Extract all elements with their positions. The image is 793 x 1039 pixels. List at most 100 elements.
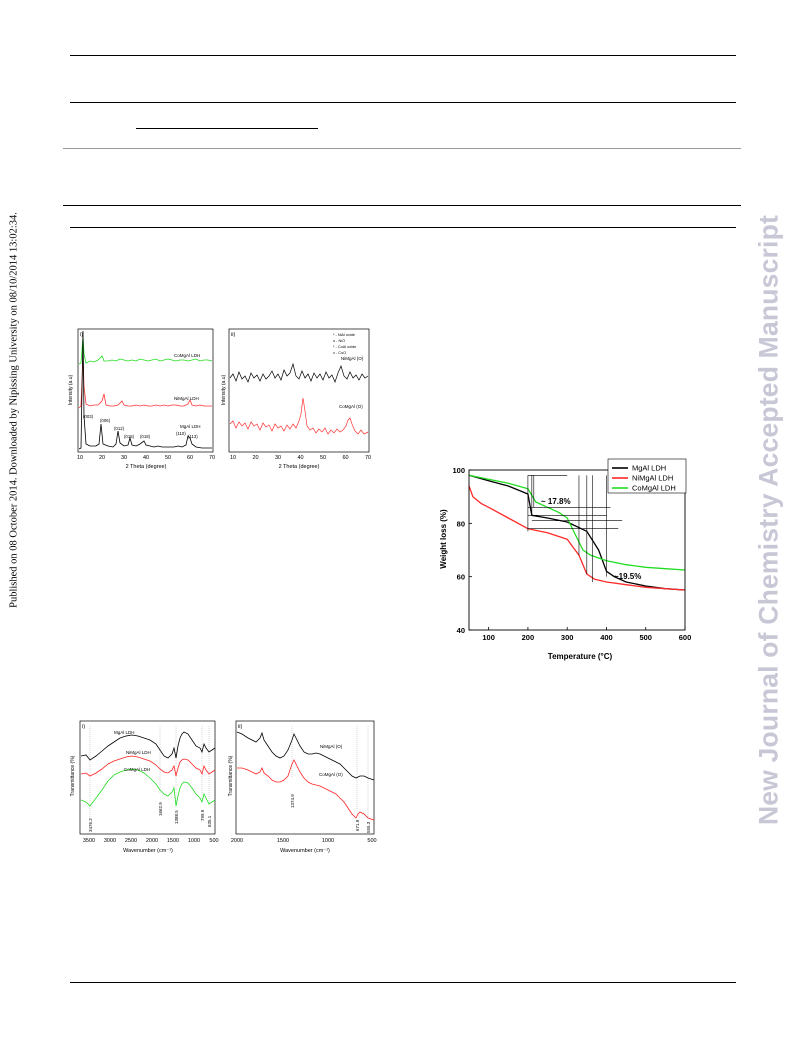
xrd-i-trace-comgal [78,335,213,365]
xrd-i-xticks: 10 20 30 40 50 60 70 [77,455,215,461]
xrd-i-xtick: 40 [143,455,149,461]
ftir-ii-band-guides [291,726,369,818]
xrd-i-xtick: 30 [121,455,127,461]
ftir-figure-panel-ii: ii) Transmittance (%) NiMgAl (O) CoMgAl … [228,720,377,854]
tga-ytick-label: 40 [457,626,465,635]
xrd-i-label-mgal: MgAl LDH [180,424,201,429]
xrd-i-label-comgal: CoMgAl LDH [174,353,200,358]
ftir-i-band-label: 799.9 [200,809,205,821]
tga-xtick-label: 100 [482,633,495,642]
tga-legend-label: NiMgAl LDH [632,474,673,483]
ftir-i-trace-nimgal [80,755,216,777]
ftir-i-label-nimgal: NiMgAl LDH [126,750,151,755]
tga-series-line-1 [468,485,686,591]
xrd-ii-label-nimgal: NiMgAl (O) [341,356,364,361]
xrd-ii-xtick: 50 [320,455,326,461]
xrd-i-xtick: 60 [187,455,193,461]
xrd-ii-xtick: 70 [365,455,371,461]
tga-xlabel: Temperature (°C) [548,652,613,661]
tga-xtick-label: 400 [600,633,613,642]
tga-xtick-label: 500 [639,633,652,642]
xrd-figure-panel-ii: ii) Intensity (a.u) * - NiAl oxide o - N… [221,328,371,470]
ftir-i-label-comgal: CoMgAl LDH [124,767,150,772]
tga-ytick-label: 80 [457,519,465,528]
xrd-i-xlabel: 2 Theta (degree) [126,464,167,470]
ftir-ii-band-label: 555.3 [366,821,371,833]
xrd-i-trace-mgal [78,330,212,450]
tga-ytick-label: 60 [457,573,465,582]
xrd-i-peak-label: (113) [188,434,198,439]
xrd-i-peak-label: (006) [100,418,111,423]
xrd-ii-xtick: 40 [297,455,303,461]
ftir-ii-label-nimgal: NiMgAl (O) [320,744,343,749]
tga-annotation-2: ~19.5% [614,572,641,581]
tga-legend-label: CoMgAl LDH [632,484,676,493]
xrd-ii-legend-item: * - NiAl oxide [333,333,355,337]
xrd-i-peak-label: (018) [140,434,151,439]
xrd-i-peak-label: (015) [124,434,135,439]
ftir-ii-band-label: 1374.9 [290,794,295,808]
xrd-i-trace-nimgal [78,355,212,409]
ftir-ii-trace-comgal [237,759,375,821]
ftir-i-xtick: 500 [209,838,218,844]
xrd-ii-xtick: 20 [252,455,258,461]
ftir-ii-xtick: 1500 [277,838,289,844]
xrd-ii-trace-nimgal [229,362,369,383]
tga-xtick-label: 300 [561,633,574,642]
ftir-i-xtick: 1000 [188,838,200,844]
ftir-i-xtick: 3000 [104,838,116,844]
ftir-i-band-label: 635.1 [207,815,212,827]
publication-note-text: Published on 08 October 2014. Downloaded… [8,212,20,608]
xrd-i-xtick: 50 [165,455,171,461]
ftir-i-trace-comgal [80,768,216,807]
ftir-i-panel-label: i) [82,724,85,730]
rule-bottom [70,982,736,983]
ftir-ii-band-label: 671.9 [355,819,360,831]
ftir-ii-trace-nimgal [236,731,375,781]
ftir-i-xtick: 2000 [146,838,158,844]
xrd-ii-legend-item: * - CoAl oxide [333,345,356,349]
ftir-ii-xticks: 2000 1500 1000 500 [231,838,377,844]
ftir-ii-ylabel: Transmittance (%) [228,755,234,796]
xrd-i-peak-label: (012) [114,426,125,431]
xrd-ii-trace-comgal [229,397,369,435]
tga-legend-label: MgAl LDH [632,464,666,473]
journal-watermark: New Journal of Chemistry Accepted Manusc… [752,170,786,870]
xrd-ii-xtick: 30 [275,455,281,461]
journal-watermark-text: New Journal of Chemistry Accepted Manusc… [753,214,784,826]
rule-4 [63,205,741,206]
ftir-ii-xtick: 2000 [231,838,243,844]
ftir-i-xtick: 2500 [125,838,137,844]
xrd-i-label-nimgal: NiMgAl LDH [174,396,199,401]
ftir-ii-xlabel: Wavenumber (cm⁻¹) [280,848,330,854]
ftir-i-band-label: 1662.9 [158,802,163,816]
xrd-ii-panel-label: ii) [231,332,235,338]
xrd-i-panel-label: i) [80,332,83,338]
ftir-i-xtick: 1500 [167,838,179,844]
xrd-ii-xticks: 10 20 30 40 50 60 70 [230,455,371,461]
rule-short [136,128,318,129]
xrd-ii-legend: * - NiAl oxide o - NiO * - CoAl oxide x … [333,333,356,355]
xrd-i-xtick: 10 [77,455,83,461]
ftir-figure-panel-i: i) Transmittance (%) MgAl LDH NiMgAl LDH… [70,720,219,854]
tga-xtick-label: 600 [679,633,692,642]
xrd-i-peak-label: (110) [176,431,186,436]
ftir-ii-label-comgal: CoMgAl (O) [319,772,343,777]
ftir-i-band-label: 3476.2 [88,818,93,832]
rule-top [70,55,736,56]
ftir-ii-xtick: 500 [367,838,376,844]
publication-note: Published on 08 October 2014. Downloaded… [4,180,24,640]
rule-5 [70,227,736,228]
xrd-figure-panel-i: i) Intensity (a.u) 10 20 30 40 50 60 70 … [68,328,215,470]
xrd-ii-legend-item: o - NiO [333,339,345,343]
xrd-ii-xlabel: 2 Theta (degree) [279,464,320,470]
xrd-i-peak-label: (003) [83,414,94,419]
ftir-i-ylabel: Transmittance (%) [70,755,76,796]
ftir-ii-panel-label: ii) [238,724,242,730]
ftir-i-xtick: 3500 [83,838,95,844]
xrd-i-ylabel: Intensity (a.u) [68,375,74,406]
ftir-i-band-label: 1388.5 [174,810,179,824]
rule-3 [63,148,741,149]
ftir-i-xlabel: Wavenumber (cm⁻¹) [123,848,173,854]
